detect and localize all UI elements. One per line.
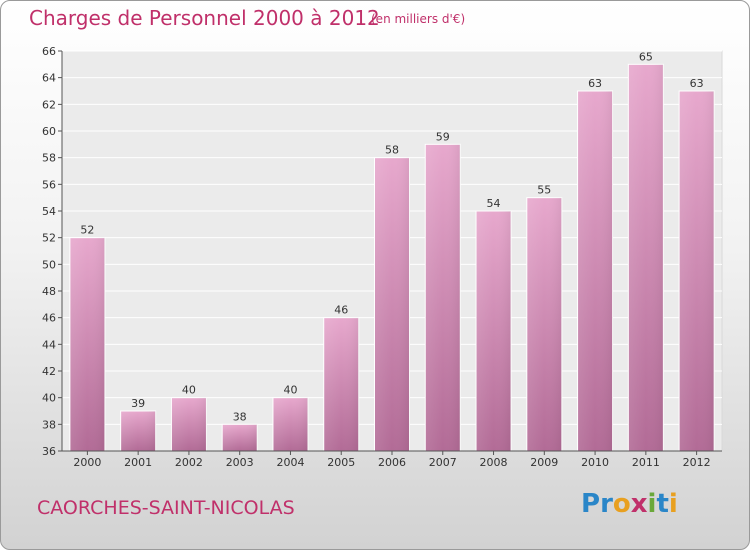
y-tick-label: 60 xyxy=(42,125,56,138)
y-tick-label: 46 xyxy=(42,312,56,325)
bar-sheen-2006 xyxy=(374,157,410,451)
x-tick-label-2002: 2002 xyxy=(175,456,203,469)
x-tick-label-2000: 2000 xyxy=(73,456,101,469)
data-label-2012: 63 xyxy=(690,77,704,90)
logo-letter: P xyxy=(581,489,601,519)
data-label-2007: 59 xyxy=(436,130,450,143)
bar-sheen-2007 xyxy=(425,144,461,452)
proxiti-logo: Proxiti xyxy=(581,489,678,519)
x-tick-label-2008: 2008 xyxy=(480,456,508,469)
y-tick-label: 54 xyxy=(42,205,56,218)
logo-letter: i xyxy=(647,489,657,519)
bar-sheen-2008 xyxy=(476,211,512,451)
y-tick-label: 36 xyxy=(42,445,56,458)
data-label-2002: 40 xyxy=(182,384,196,397)
x-tick-label-2009: 2009 xyxy=(530,456,558,469)
data-label-2005: 46 xyxy=(334,304,348,317)
data-label-2004: 40 xyxy=(283,384,297,397)
logo-letter: x xyxy=(630,489,648,519)
bar-sheen-2009 xyxy=(526,197,562,451)
bar-sheen-2002 xyxy=(171,397,207,451)
bar-sheen-2011 xyxy=(628,64,664,452)
logo-letter: t xyxy=(656,489,669,519)
y-tick-label: 62 xyxy=(42,98,56,111)
x-tick-label-2007: 2007 xyxy=(429,456,457,469)
x-tick-label-2010: 2010 xyxy=(581,456,609,469)
x-tick-label-2003: 2003 xyxy=(226,456,254,469)
y-tick-label: 56 xyxy=(42,178,56,191)
logo-letter: i xyxy=(668,489,678,519)
logo-letter: r xyxy=(600,489,613,519)
data-label-2011: 65 xyxy=(639,50,653,63)
y-tick-label: 66 xyxy=(42,45,56,58)
bar-sheen-2001 xyxy=(120,411,156,451)
y-tick-label: 38 xyxy=(42,418,56,431)
y-tick-label: 40 xyxy=(42,392,56,405)
y-tick-label: 44 xyxy=(42,338,56,351)
chart-subtitle: (en milliers d'€) xyxy=(371,12,466,26)
data-label-2003: 38 xyxy=(233,410,247,423)
x-tick-label-2011: 2011 xyxy=(632,456,660,469)
x-tick-label-2012: 2012 xyxy=(683,456,711,469)
x-tick-label-2006: 2006 xyxy=(378,456,406,469)
bar-sheen-2012 xyxy=(679,91,715,451)
bar-sheen-2004 xyxy=(272,397,308,451)
bar-sheen-2003 xyxy=(222,424,258,451)
y-tick-label: 52 xyxy=(42,232,56,245)
bar-sheen-2010 xyxy=(577,91,613,451)
commune-name: CAORCHES-SAINT-NICOLAS xyxy=(37,497,295,519)
y-tick-label: 42 xyxy=(42,365,56,378)
y-tick-label: 50 xyxy=(42,258,56,271)
data-label-2010: 63 xyxy=(588,77,602,90)
x-tick-label-2004: 2004 xyxy=(276,456,304,469)
data-label-2009: 55 xyxy=(537,184,551,197)
data-label-2008: 54 xyxy=(487,197,501,210)
data-label-2000: 52 xyxy=(80,224,94,237)
data-label-2006: 58 xyxy=(385,144,399,157)
y-tick-label: 48 xyxy=(42,285,56,298)
x-tick-label-2005: 2005 xyxy=(327,456,355,469)
y-tick-label: 58 xyxy=(42,152,56,165)
chart-title: Charges de Personnel 2000 à 2012 xyxy=(29,6,380,30)
bar-sheen-2005 xyxy=(323,317,359,451)
logo-letter: o xyxy=(612,489,631,519)
x-tick-label-2001: 2001 xyxy=(124,456,152,469)
bar-sheen-2000 xyxy=(69,237,105,451)
data-label-2001: 39 xyxy=(131,397,145,410)
y-tick-label: 64 xyxy=(42,72,56,85)
